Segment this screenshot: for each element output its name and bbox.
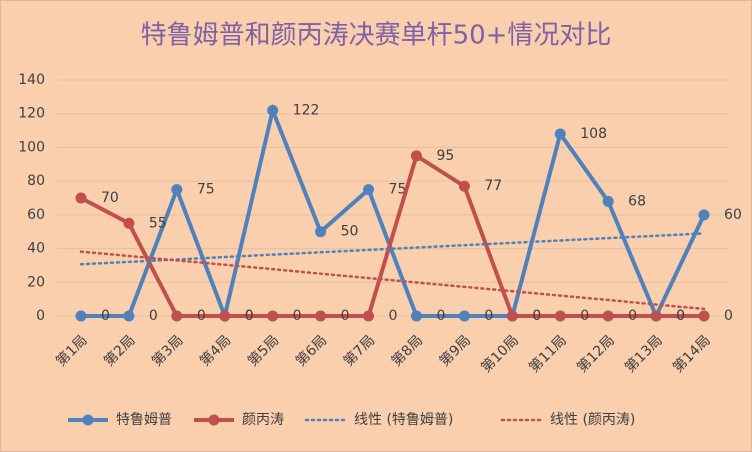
data-label: 68 <box>628 193 646 209</box>
x-tick-label: 第2局 <box>100 332 138 370</box>
point <box>554 128 566 140</box>
x-tick-label: 第1局 <box>52 332 90 370</box>
y-tick-label: 120 <box>18 106 45 122</box>
point <box>75 192 87 204</box>
data-label: 50 <box>341 224 359 240</box>
x-tick-label: 第10局 <box>478 332 522 376</box>
data-label: 60 <box>724 207 742 223</box>
trend-line <box>79 232 706 266</box>
data-label: 75 <box>197 182 215 198</box>
point <box>363 310 375 322</box>
point <box>363 184 375 196</box>
point <box>410 150 422 162</box>
point <box>602 310 614 322</box>
point <box>267 310 279 322</box>
legend-label: 颜丙涛 <box>242 412 284 428</box>
point <box>698 209 710 221</box>
point <box>602 195 614 207</box>
data-label: 0 <box>580 308 589 324</box>
chart-title: 特鲁姆普和颜丙涛决赛单杆50+情况对比 <box>141 21 612 51</box>
x-tick-label: 第11局 <box>525 332 569 376</box>
data-label: 108 <box>580 126 607 142</box>
point <box>315 226 327 238</box>
legend-label: 线性 (特鲁姆普) <box>354 412 453 428</box>
legend-marker <box>208 414 220 426</box>
point <box>171 310 183 322</box>
point <box>554 310 566 322</box>
y-tick-label: 20 <box>27 274 45 290</box>
data-label: 0 <box>101 308 110 324</box>
data-label: 95 <box>436 148 454 164</box>
data-label: 0 <box>484 308 493 324</box>
series-line <box>80 152 705 318</box>
y-tick-label: 80 <box>27 173 45 189</box>
series-line <box>80 103 706 323</box>
point <box>171 184 183 196</box>
data-label: 0 <box>628 308 637 324</box>
point <box>650 310 662 322</box>
x-tick-label: 第9局 <box>436 332 474 370</box>
data-label: 0 <box>436 308 445 324</box>
y-tick-label: 40 <box>27 241 45 257</box>
point <box>458 180 470 192</box>
point <box>75 310 87 322</box>
point <box>219 310 231 322</box>
data-label: 0 <box>389 308 398 324</box>
data-label: 75 <box>389 182 407 198</box>
data-label: 0 <box>676 308 685 324</box>
point <box>698 310 710 322</box>
x-tick-label: 第6局 <box>292 332 330 370</box>
x-tick-label: 第8局 <box>388 332 426 370</box>
data-label: 55 <box>149 215 167 231</box>
data-label: 0 <box>341 308 350 324</box>
trend-line <box>79 250 706 311</box>
point <box>267 104 279 116</box>
data-label: 0 <box>293 308 302 324</box>
legend-label: 特鲁姆普 <box>116 412 172 428</box>
data-label: 0 <box>197 308 206 324</box>
x-tick-label: 第4局 <box>196 332 234 370</box>
data-label: 122 <box>293 102 320 118</box>
point <box>410 310 422 322</box>
data-label: 70 <box>101 190 119 206</box>
y-tick-label: 140 <box>18 72 45 88</box>
data-label: 0 <box>245 308 254 324</box>
point <box>123 217 135 229</box>
data-label: 0 <box>532 308 541 324</box>
x-tick-label: 第7局 <box>340 332 378 370</box>
x-tick-label: 第14局 <box>669 332 713 376</box>
data-label: 0 <box>724 308 733 324</box>
legend-label: 线性 (颜丙涛) <box>550 412 635 428</box>
point <box>458 310 470 322</box>
point <box>506 310 518 322</box>
x-tick-label: 第13局 <box>621 332 665 376</box>
point <box>123 310 135 322</box>
data-label: 77 <box>484 178 502 194</box>
y-tick-label: 60 <box>27 207 45 223</box>
x-tick-label: 第5局 <box>244 332 282 370</box>
y-tick-label: 100 <box>18 139 45 155</box>
x-tick-label: 第12局 <box>573 332 617 376</box>
legend-marker <box>82 414 94 426</box>
data-label: 0 <box>149 308 158 324</box>
x-tick-label: 第3局 <box>148 332 186 370</box>
y-tick-label: 0 <box>36 308 45 324</box>
point <box>315 310 327 322</box>
